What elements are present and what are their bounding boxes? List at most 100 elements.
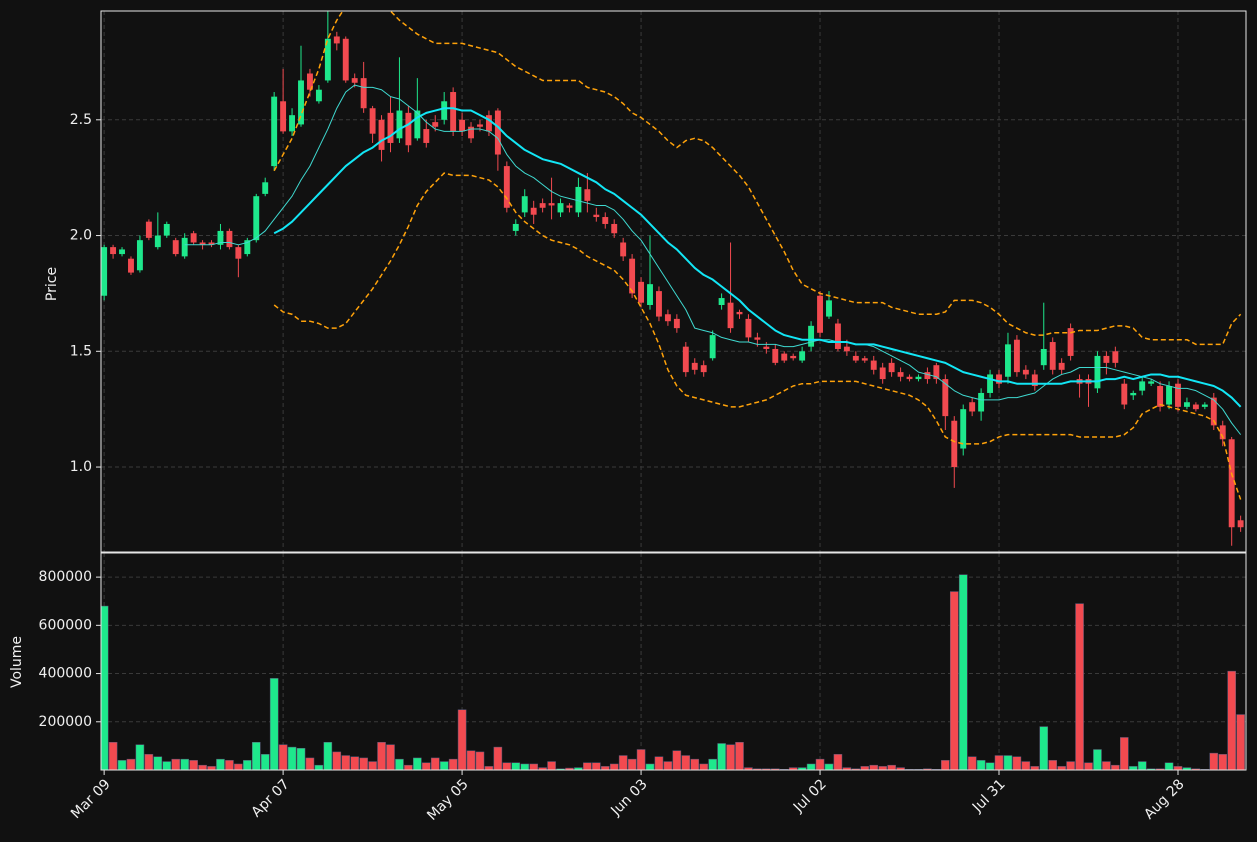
- volume-bar: [377, 742, 386, 770]
- candle-body: [557, 203, 564, 213]
- candle-body: [405, 112, 412, 146]
- candle-body: [217, 230, 224, 245]
- candle-body: [808, 325, 815, 347]
- volume-bar: [448, 758, 458, 770]
- candle-body: [101, 247, 108, 296]
- volume-bar: [1173, 766, 1183, 770]
- candle-body: [924, 372, 931, 380]
- overlay-line: [184, 84, 1242, 435]
- volume-bar: [216, 758, 225, 770]
- candle-body: [673, 318, 680, 329]
- volume-bar: [735, 742, 744, 770]
- candle-body: [521, 196, 528, 213]
- y-tick-label: 2.5: [70, 112, 92, 128]
- candle-body: [942, 379, 949, 417]
- volume-bar: [708, 758, 717, 770]
- volume-bar: [189, 760, 198, 770]
- volume-bar: [413, 757, 422, 770]
- price-axis-label: Price: [44, 267, 60, 301]
- volume-bar: [386, 744, 395, 770]
- volume-bar: [690, 758, 700, 770]
- candle-body: [682, 346, 689, 373]
- volume-bar: [171, 758, 180, 770]
- volume-bar: [529, 763, 538, 770]
- volume-bar: [1111, 764, 1120, 770]
- volume-bar: [726, 744, 735, 770]
- candle-body: [271, 96, 278, 167]
- volume-bar: [1003, 755, 1013, 770]
- candle-body: [154, 235, 161, 248]
- candle-body: [280, 101, 287, 132]
- candle-body: [602, 217, 609, 224]
- candle-body: [226, 230, 233, 248]
- volume-bar: [636, 749, 646, 770]
- volume-bar: [332, 751, 342, 770]
- candle-body: [960, 409, 967, 449]
- volume-bar: [439, 761, 449, 770]
- volume-bar: [618, 755, 628, 770]
- volume-bar: [314, 764, 324, 770]
- volume-bar: [1137, 761, 1147, 770]
- candle-body: [441, 101, 448, 120]
- candle-body: [548, 203, 555, 206]
- candle-body: [584, 189, 591, 201]
- candle-body: [163, 223, 170, 236]
- candle-body: [870, 360, 877, 370]
- candle-body: [906, 376, 913, 380]
- candle-body: [512, 223, 519, 231]
- volume-bar: [949, 591, 959, 770]
- y-tick-label: 2.0: [70, 228, 92, 244]
- candle-body: [307, 73, 313, 90]
- candle-body: [638, 281, 645, 303]
- candle-body: [1210, 397, 1217, 426]
- candle-body: [477, 124, 483, 127]
- candle-body: [315, 89, 322, 102]
- candle-body: [136, 240, 143, 271]
- candle-body: [736, 311, 743, 315]
- volume-bar: [1102, 761, 1111, 770]
- candle-body: [1148, 381, 1155, 384]
- candle-body: [1192, 404, 1199, 410]
- volume-bar: [869, 764, 879, 770]
- candle-body: [1237, 520, 1244, 528]
- volume-bar: [368, 761, 377, 770]
- volume-bar: [323, 742, 333, 770]
- candle-body: [1067, 328, 1074, 356]
- volume-bar: [126, 758, 136, 770]
- volume-bar: [1030, 766, 1040, 770]
- volume-bar: [135, 744, 145, 770]
- candle-body: [289, 115, 296, 132]
- candle-body: [888, 362, 895, 373]
- volume-bar: [1164, 762, 1174, 770]
- candle-body: [244, 240, 251, 255]
- candle-body: [575, 186, 582, 213]
- candle-body: [611, 223, 618, 234]
- candle-body: [664, 314, 671, 322]
- volume-bar: [1066, 761, 1075, 770]
- candle-body: [145, 221, 152, 238]
- volume-bar: [144, 754, 154, 770]
- candle-body: [1157, 386, 1164, 407]
- candle-body: [181, 237, 188, 257]
- volume-bar: [1093, 749, 1102, 770]
- candle-body: [1112, 351, 1119, 363]
- volume-bar: [645, 763, 655, 770]
- volume-bar: [994, 755, 1004, 770]
- candle-body: [969, 402, 976, 412]
- volume-bar: [941, 760, 950, 770]
- overlay-line: [273, 11, 1242, 346]
- candle-body: [978, 392, 985, 412]
- volume-bar: [600, 766, 610, 770]
- volume-bars: [101, 574, 1245, 770]
- volume-bar: [162, 761, 172, 770]
- candle-body: [745, 318, 752, 338]
- volume-axis-label: Volume: [9, 636, 25, 688]
- volume-bar: [592, 762, 601, 770]
- volume-bar: [260, 754, 270, 770]
- candle-body: [709, 335, 716, 359]
- candle-body: [360, 78, 367, 109]
- candle-body: [1103, 355, 1110, 363]
- candle-body: [718, 298, 725, 305]
